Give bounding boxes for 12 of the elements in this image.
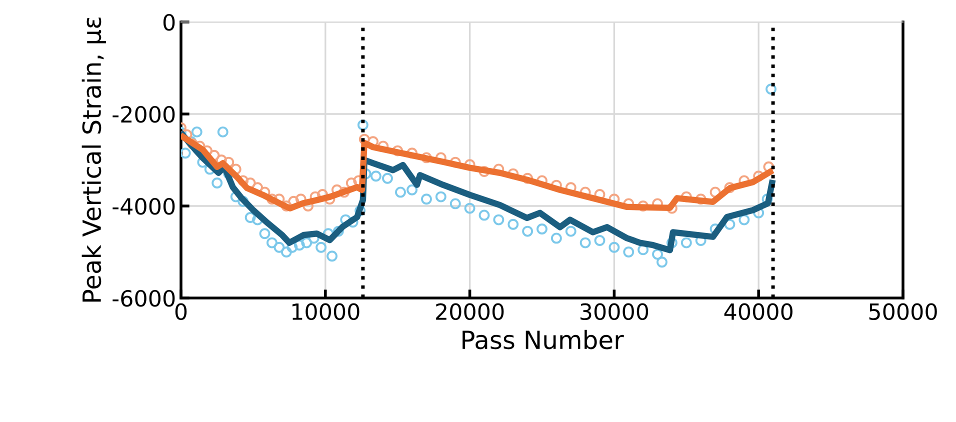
x-tick-label: 10000 [292,303,360,320]
x-tick-label: 20000 [436,303,504,320]
x-tick-label: 50000 [869,303,937,320]
x-axis-title: Pass Number [462,330,624,350]
y-tick-label: 0 [163,14,175,31]
y-tick-label: -6000 [112,290,175,307]
x-tick-label: 0 [175,303,187,320]
y-tick-label: -4000 [112,198,175,215]
y-tick-label: -2000 [112,106,175,123]
y-axis-title: Peak Vertical Strain, με [82,18,106,302]
x-tick-label: 30000 [580,303,648,320]
x-tick-label: 40000 [724,303,792,320]
